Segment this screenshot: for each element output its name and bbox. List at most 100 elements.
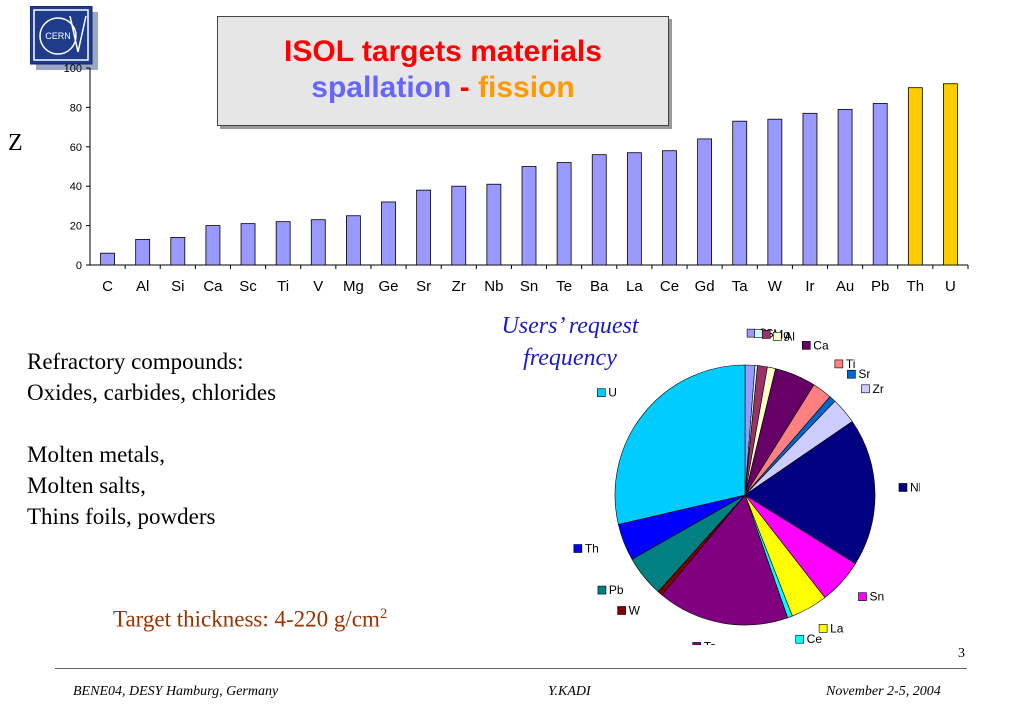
materials-text: Refractory compounds: Oxides, carbides, … xyxy=(27,346,276,532)
bar-v xyxy=(310,219,326,266)
pie-label-w: W xyxy=(617,603,641,617)
pie-legend-swatch xyxy=(801,341,811,350)
slide-subtitle: spallation - fission xyxy=(218,71,668,105)
pie-label-text: Th xyxy=(585,542,599,556)
thickness-label: Target thickness: 4-220 g/cm xyxy=(113,606,380,632)
pie-legend-swatch xyxy=(597,585,607,595)
pie-label-la: La xyxy=(818,621,844,635)
pie-labels: CSiMgAlCaTiSrZrNbSnLaCeTaWPbThU xyxy=(573,326,920,645)
x-tick-label-si: Si xyxy=(171,278,184,295)
pie-label-pb: Pb xyxy=(597,583,624,597)
footer-divider xyxy=(55,668,967,669)
footer-event: BENE04, DESY Hamburg, Germany xyxy=(73,684,279,699)
pie-label-zr: Zr xyxy=(861,382,884,396)
x-tick-label-c: C xyxy=(102,278,113,295)
target-thickness-text: Target thickness: 4-220 g/cm2 xyxy=(113,606,387,633)
bar-zr xyxy=(451,185,467,266)
pie-legend-swatch xyxy=(617,606,626,615)
x-tick-label-ge: Ge xyxy=(379,278,399,295)
slide-title: ISOL targets materials xyxy=(284,35,602,68)
footer-author: Y.KADI xyxy=(548,684,591,699)
bar-te xyxy=(556,162,572,266)
pie-label-text: Si xyxy=(766,327,777,341)
bar-chart-ylabel: Z xyxy=(8,130,23,156)
x-tick-label-ti: Ti xyxy=(277,278,289,295)
text-line-refractory: Refractory compounds: xyxy=(27,349,244,374)
x-tick-label-gd: Gd xyxy=(695,278,715,295)
bar-sr xyxy=(416,189,432,266)
pie-label-sn: Sn xyxy=(858,590,884,604)
x-tick-label-nb: Nb xyxy=(484,278,503,295)
pie-label-text: W xyxy=(629,603,641,617)
pie-label-text: U xyxy=(608,386,617,400)
bar-c xyxy=(100,252,115,266)
y-tick-label: 100 xyxy=(64,63,82,75)
bar-ca xyxy=(205,225,221,266)
pie-legend-swatch xyxy=(834,359,844,369)
bar-ba xyxy=(591,154,607,266)
pie-label-text: Ta xyxy=(704,639,717,645)
x-tick-label-ce: Ce xyxy=(660,278,679,295)
pie-label-text: Ce xyxy=(807,632,823,645)
cern-logo: CERN xyxy=(29,5,100,72)
footer-date: November 2-5, 2004 xyxy=(826,684,941,699)
text-line-molten-metals: Molten metals, xyxy=(27,442,165,467)
y-tick-label: 60 xyxy=(70,142,82,154)
pie-label-nb: Nb xyxy=(898,480,920,494)
bar-la xyxy=(626,152,642,266)
pie-slice-ta xyxy=(661,494,789,626)
pie-label-text: Sr xyxy=(858,367,870,381)
bar-al xyxy=(135,238,151,266)
y-tick-label: 40 xyxy=(70,181,82,193)
bar-chart: 0 20 40 60 80 100 C Al Si Ca Sc Ti V Mg Ge Sr Zr Nb Sn Te Ba… xyxy=(64,63,969,295)
bar-w xyxy=(767,118,783,266)
bar-si xyxy=(170,237,186,266)
text-line-foils: Thins foils, powders xyxy=(27,504,216,529)
subtitle-fission: fission xyxy=(478,71,575,104)
pie-label-text: Sn xyxy=(869,590,884,604)
pie-label-text: Nb xyxy=(910,480,920,494)
pie-label-text: Pb xyxy=(609,583,624,597)
bar-mg xyxy=(345,215,361,266)
text-line-oxides: Oxides, carbides, chlorides xyxy=(27,380,277,405)
pie-legend-swatch xyxy=(754,329,763,338)
subtitle-spallation: spallation xyxy=(311,71,452,104)
bar-gd xyxy=(697,138,712,266)
pie-legend-swatch xyxy=(761,330,771,339)
x-tick-label-te: Te xyxy=(556,278,572,295)
bar-sc xyxy=(240,223,256,266)
pie-label-text: Ca xyxy=(813,338,829,352)
pie-legend-swatch xyxy=(898,483,908,492)
bar-u xyxy=(943,83,958,266)
pie-title-line1: Users’ request xyxy=(501,313,639,339)
pie-label-u: U xyxy=(596,386,617,400)
pie-legend-swatch xyxy=(746,328,756,338)
pie-legend-swatch xyxy=(795,634,804,644)
pie-title-line2: frequency xyxy=(523,345,617,371)
x-tick-label-ca: Ca xyxy=(203,278,223,295)
x-tick-label-sc: Sc xyxy=(239,278,257,295)
pie-legend-swatch xyxy=(858,592,867,601)
pie-slices xyxy=(614,364,876,626)
pie-legend-swatch xyxy=(861,384,870,394)
pie-legend-swatch xyxy=(772,332,782,341)
pie-label-ta: Ta xyxy=(692,639,717,645)
x-tick-label-au: Au xyxy=(836,278,854,295)
pie-label-ce: Ce xyxy=(795,632,823,645)
pie-label-text: Ti xyxy=(846,357,856,371)
pie-legend-swatch xyxy=(818,624,828,633)
bar-chart-axes: 0 20 40 60 80 100 C Al Si Ca Sc Ti V Mg Ge Sr Zr Nb Sn Te Ba… xyxy=(64,63,969,295)
y-tick-label: 80 xyxy=(70,102,82,114)
title-box: ISOL targets materials spallation - fiss… xyxy=(217,16,669,126)
x-tick-label-al: Al xyxy=(136,278,149,295)
x-tick-label-ir: Ir xyxy=(805,278,814,295)
pie-label-text: Al xyxy=(784,329,795,343)
x-tick-label-sr: Sr xyxy=(416,278,431,295)
pie-legend-swatch xyxy=(573,544,583,553)
logo-lettering: CERN xyxy=(45,31,71,41)
subtitle-dash: - xyxy=(459,71,470,104)
x-tick-label-mg: Mg xyxy=(343,278,364,295)
x-tick-label-th: Th xyxy=(907,278,925,295)
bar-ge xyxy=(381,201,396,266)
bar-au xyxy=(837,108,853,266)
